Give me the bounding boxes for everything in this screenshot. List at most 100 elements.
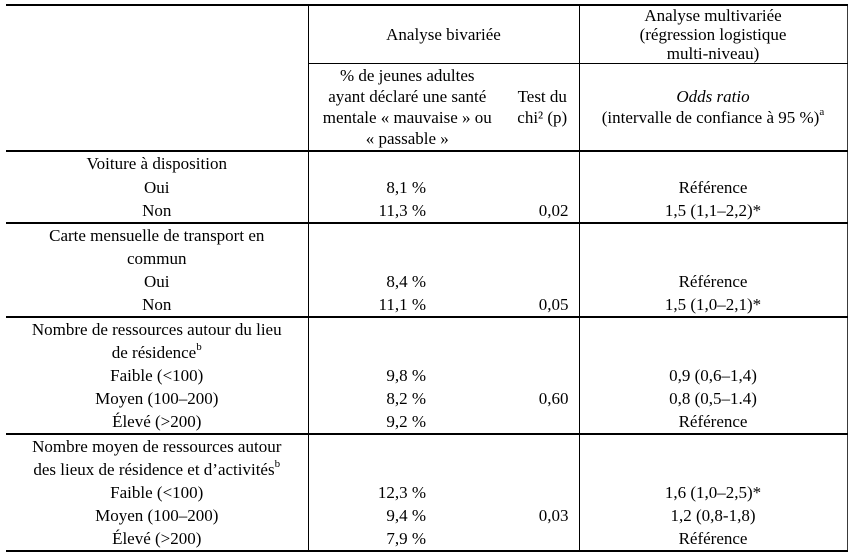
section-label-cell: Carte mensuelle de transport en commun <box>6 222 309 270</box>
footnote-marker-a: a <box>819 106 825 119</box>
row-label: Élevé (>200) <box>6 527 309 551</box>
section-label-line: des lieux de résidence et d’activités <box>33 460 275 479</box>
section-label-cell: Nombre de ressources autour du lieu de r… <box>6 316 309 364</box>
cell-pct <box>308 151 506 175</box>
footnote-marker-b: b <box>196 341 202 354</box>
section-label-line: Nombre de ressources autour du lieu <box>31 320 282 339</box>
section-label-row: Nombre de ressources autour du lieu de r… <box>6 316 848 364</box>
cell-pct: 12,3 % <box>377 483 426 502</box>
cell-p <box>506 527 580 551</box>
row-label: Oui <box>6 175 309 199</box>
row-label: Élevé (>200) <box>6 410 309 434</box>
cell-or: Référence <box>678 272 748 291</box>
cell-p <box>506 270 580 293</box>
header-chi2-col: Test du chi² (p) <box>506 63 580 152</box>
cell-or: Référence <box>678 412 748 431</box>
cell-p <box>506 481 580 504</box>
cell-pct: 8,4 % <box>386 272 426 291</box>
data-row: Oui 8,4 % Référence <box>6 270 847 293</box>
section-label-row: Nombre moyen de ressources autour des li… <box>6 433 848 481</box>
cell-pct: 11,1 % <box>378 295 426 314</box>
data-row: Élevé (>200) 7,9 % Référence <box>6 527 847 551</box>
section-ressources-residence-activites: Nombre moyen de ressources autour des li… <box>6 433 848 551</box>
cell-p: 0,02 <box>506 199 580 223</box>
header-odds-ratio-title: Odds ratio <box>676 87 750 106</box>
header-pct-col: % de jeunes adultes ayant déclaré une sa… <box>308 63 506 152</box>
data-row: Non 11,1 % 0,05 1,5 (1,0–2,1)* <box>6 293 847 317</box>
cell-p: 0,60 <box>506 387 580 410</box>
data-row: Oui 8,1 % Référence <box>6 175 847 199</box>
header-odds-col: Odds ratio (intervalle de confiance à 95… <box>579 63 848 152</box>
cell-pct: 8,1 % <box>386 177 426 197</box>
cell-pct <box>308 433 506 481</box>
cell-pct: 9,8 % <box>386 366 426 385</box>
section-label-line: commun <box>127 249 187 268</box>
cell-or: Référence <box>678 529 748 548</box>
header-pct-line: « passable » <box>365 129 449 148</box>
cell-pct: 7,9 % <box>386 529 426 548</box>
header-pct-line: % de jeunes adultes <box>339 66 475 85</box>
cell-p <box>506 316 580 364</box>
header-multivariee-line: (régression logistique <box>639 25 787 44</box>
section-voiture-a-disposition: Voiture à disposition Oui 8,1 % Référenc… <box>6 151 847 223</box>
cell-pct <box>308 316 506 364</box>
cell-p <box>506 364 580 387</box>
section-carte-mensuelle: Carte mensuelle de transport en commun O… <box>6 222 848 317</box>
section-label-row: Carte mensuelle de transport en commun <box>6 222 848 270</box>
section-label-line: Carte mensuelle de transport en <box>49 226 265 245</box>
cell-p <box>506 433 580 481</box>
row-label: Faible (<100) <box>6 481 309 504</box>
data-row: Moyen (100–200) 8,2 % 0,60 0,8 (0,5–1.4) <box>6 387 847 410</box>
row-label: Moyen (100–200) <box>6 504 309 527</box>
cell-or: 1,2 (0,8-1,8) <box>670 506 756 525</box>
section-label-line: Nombre moyen de ressources autour <box>32 437 282 456</box>
header-analyse-bivariee: Analyse bivariée <box>308 5 580 64</box>
section-label-cell: Nombre moyen de ressources autour des li… <box>6 433 309 481</box>
row-label: Faible (<100) <box>6 364 309 387</box>
cell-p: 0,03 <box>506 504 580 527</box>
row-label: Non <box>6 293 309 317</box>
section-ressources-residence: Nombre de ressources autour du lieu de r… <box>6 316 848 434</box>
header-pct-line: ayant déclaré une santé <box>328 87 487 106</box>
cell-or: 1,6 (1,0–2,5)* <box>664 483 762 502</box>
row-label: Moyen (100–200) <box>6 387 309 410</box>
cell-p <box>506 175 580 199</box>
cell-or: Référence <box>678 177 748 197</box>
cell-pct <box>308 222 506 270</box>
cell-or <box>579 222 848 270</box>
header-chi2-line: chi² (p) <box>517 108 568 127</box>
cell-pct: 11,3 % <box>378 201 426 220</box>
cell-or: 0,8 (0,5–1.4) <box>669 389 757 408</box>
header-analyse-multivariee: Analyse multivariée (régression logistiq… <box>579 5 848 64</box>
cell-or: 0,9 (0,6–1,4) <box>669 366 757 385</box>
cell-pct: 9,2 % <box>386 412 426 431</box>
data-row: Faible (<100) 12,3 % 1,6 (1,0–2,5)* <box>6 481 847 504</box>
table-header: Analyse bivariée Analyse multivariée (ré… <box>6 5 848 152</box>
section-label: Voiture à disposition <box>86 154 227 173</box>
section-label-line: de résidence <box>111 343 197 362</box>
cell-or <box>579 151 847 175</box>
cell-pct: 8,2 % <box>386 389 426 408</box>
corner-empty-cell <box>6 5 309 152</box>
results-table: Analyse bivariée Analyse multivariée (ré… <box>6 4 848 552</box>
header-multivariee-line: multi-niveau) <box>666 44 760 63</box>
cell-or <box>579 316 848 364</box>
cell-or <box>579 433 848 481</box>
cell-p <box>506 151 580 175</box>
cell-p <box>506 410 580 434</box>
row-label: Oui <box>6 270 309 293</box>
header-odds-ci-line: (intervalle de confiance à 95 %)a <box>580 107 847 128</box>
header-analyse-bivariee-label: Analyse bivariée <box>386 25 501 44</box>
header-multivariee-line: Analyse multivariée <box>644 6 782 25</box>
header-chi2-line: Test du <box>517 87 567 106</box>
cell-p: 0,05 <box>506 293 580 317</box>
row-label: Non <box>6 199 309 223</box>
data-row: Moyen (100–200) 9,4 % 0,03 1,2 (0,8-1,8) <box>6 504 847 527</box>
section-label-row: Voiture à disposition <box>6 151 847 175</box>
data-row: Non 11,3 % 0,02 1,5 (1,1–2,2)* <box>6 199 847 223</box>
cell-or: 1,5 (1,0–2,1)* <box>664 295 762 314</box>
header-odds-ci-text: (intervalle de confiance à 95 %) <box>601 108 820 127</box>
data-row: Élevé (>200) 9,2 % Référence <box>6 410 847 434</box>
cell-p <box>506 222 580 270</box>
